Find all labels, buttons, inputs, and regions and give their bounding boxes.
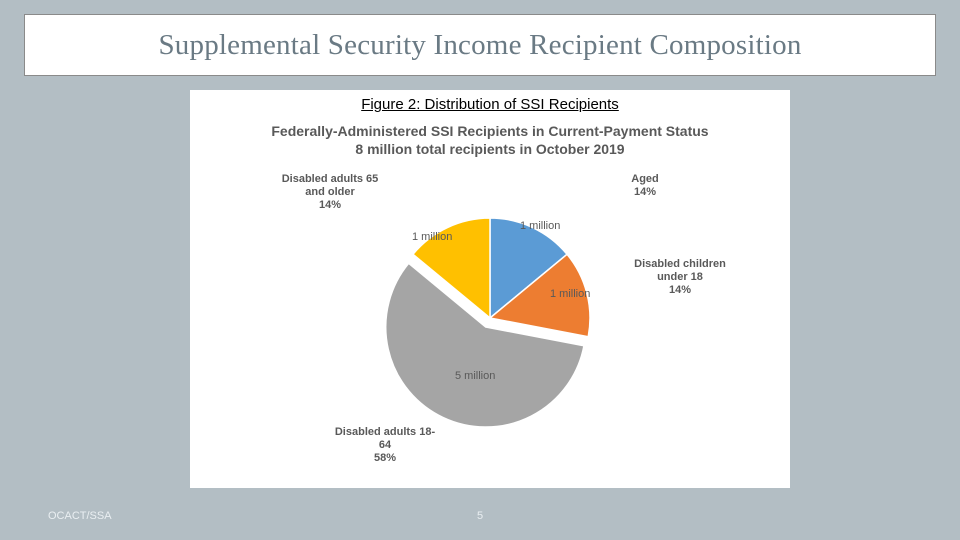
pie-label-dis_child: Disabled children under 18 14%: [620, 258, 740, 298]
pie-value-dis_adult_18_64: 5 million: [455, 370, 495, 382]
title-panel: Supplemental Security Income Recipient C…: [24, 14, 936, 76]
chart-title-line1: Federally-Administered SSI Recipients in…: [271, 123, 708, 139]
pie-value-dis_child: 1 million: [550, 288, 590, 300]
chart-title: Federally-Administered SSI Recipients in…: [190, 123, 790, 158]
slide: Supplemental Security Income Recipient C…: [0, 0, 960, 540]
footer-page-number: 5: [477, 510, 483, 522]
page-title: Supplemental Security Income Recipient C…: [158, 29, 801, 62]
footer-source: OCACT/SSA: [48, 510, 112, 522]
figure-caption: Figure 2: Distribution of SSI Recipients: [190, 90, 790, 113]
pie-value-dis_adult_65: 1 million: [412, 231, 452, 243]
figure-area: Figure 2: Distribution of SSI Recipients…: [190, 90, 790, 488]
pie-chart: Aged 14% 1 million Disabled children under…: [190, 158, 790, 468]
pie-label-dis_adult_65: Disabled adults 65 and older 14%: [270, 173, 390, 213]
pie-label-aged: Aged 14%: [600, 173, 690, 199]
pie-label-dis_adult_18_64: Disabled adults 18- 64 58%: [320, 426, 450, 466]
chart-title-line2: 8 million total recipients in October 20…: [355, 141, 624, 157]
pie-value-aged: 1 million: [520, 220, 560, 232]
